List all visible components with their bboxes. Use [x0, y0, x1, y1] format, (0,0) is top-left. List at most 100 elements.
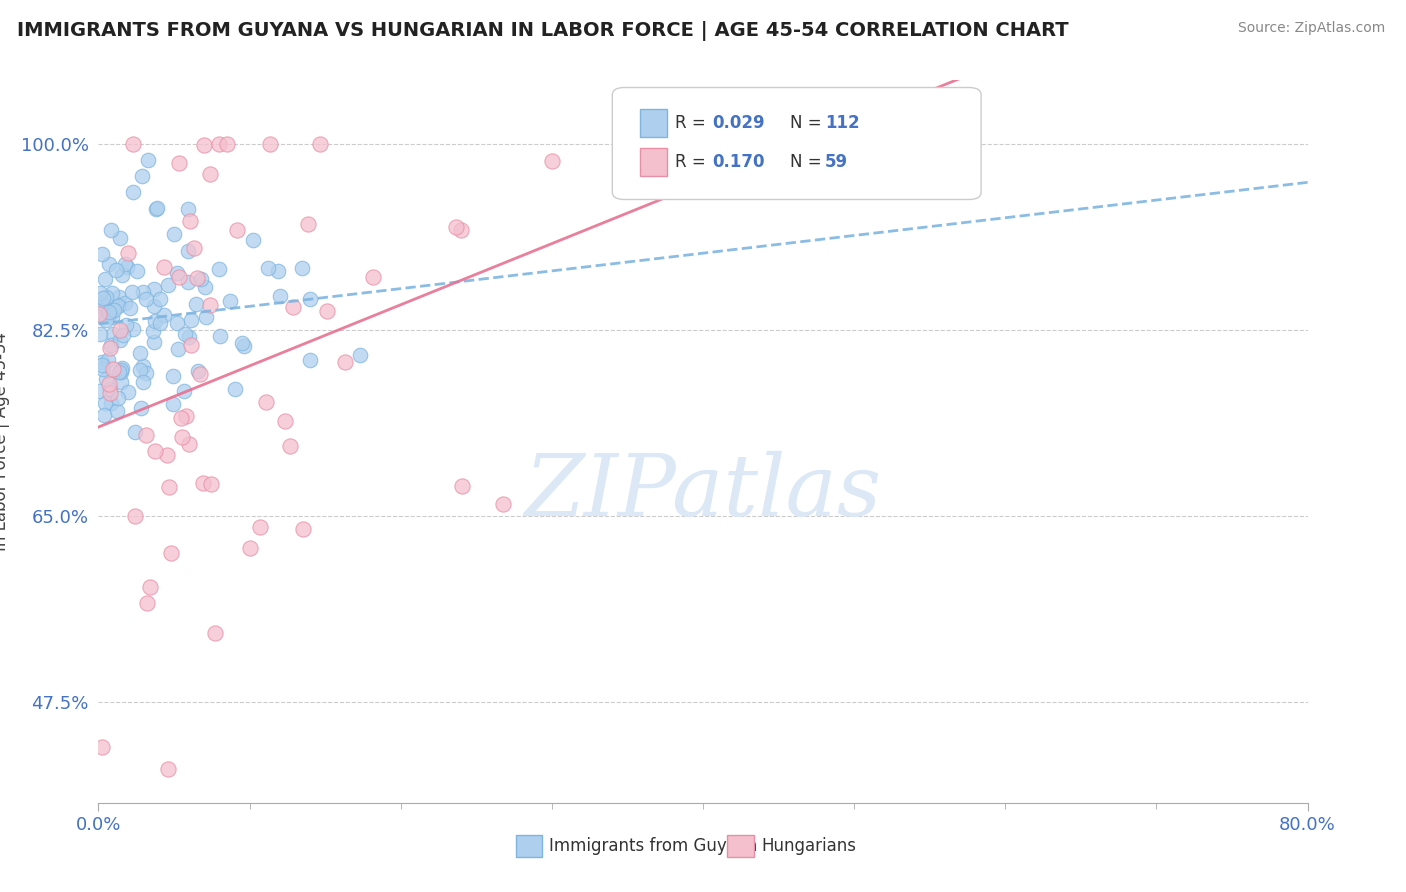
Point: [363, 270, 385, 285]
Point: [169, 270, 191, 285]
Point: [125, 264, 148, 278]
Point: [299, 292, 322, 306]
Point: [179, 214, 201, 228]
Bar: [727, 835, 754, 857]
Point: [200, 297, 222, 311]
Point: [200, 476, 222, 491]
Point: [333, 355, 356, 369]
Point: [128, 346, 150, 360]
Point: [107, 299, 129, 313]
Point: [190, 272, 212, 286]
Point: [110, 363, 132, 377]
Point: [110, 231, 132, 245]
Point: [163, 227, 186, 241]
Point: [153, 260, 176, 274]
Point: [97, 308, 120, 322]
Point: [186, 270, 208, 285]
Point: [108, 290, 131, 304]
Point: [249, 520, 271, 534]
Point: [91, 739, 114, 754]
Point: [259, 136, 281, 151]
Text: R =: R =: [675, 153, 711, 171]
Point: [166, 266, 188, 280]
Point: [121, 322, 143, 336]
Point: [298, 353, 321, 368]
Point: [232, 339, 254, 353]
Point: [183, 241, 205, 255]
Point: [219, 293, 242, 308]
Text: 59: 59: [825, 153, 848, 171]
Text: N =: N =: [790, 153, 827, 171]
Point: [91, 297, 114, 311]
Point: [173, 384, 195, 399]
Point: [174, 326, 197, 341]
Point: [191, 476, 214, 491]
Point: [94, 313, 117, 327]
Point: [177, 330, 200, 344]
Point: [127, 817, 149, 831]
Point: [349, 347, 371, 361]
Point: [180, 338, 202, 352]
Point: [105, 404, 128, 418]
Text: Hungarians: Hungarians: [761, 838, 856, 855]
Point: [297, 217, 319, 231]
Point: [90, 299, 112, 313]
Point: [664, 136, 686, 151]
Point: [492, 498, 515, 512]
Point: [156, 448, 179, 462]
Point: [149, 317, 172, 331]
Point: [107, 391, 129, 405]
Bar: [516, 835, 543, 857]
Point: [157, 480, 180, 494]
Point: [110, 365, 132, 379]
Point: [114, 295, 136, 310]
Point: [89, 296, 111, 310]
Point: [136, 153, 159, 168]
Point: [124, 508, 146, 523]
Point: [122, 136, 145, 151]
Point: [117, 385, 139, 400]
Point: [108, 365, 131, 379]
Point: [257, 261, 280, 276]
Point: [204, 626, 226, 640]
Point: [308, 136, 330, 151]
Point: [93, 396, 115, 410]
Point: [157, 762, 180, 776]
Point: [172, 430, 194, 444]
Point: [179, 436, 201, 450]
Point: [104, 263, 127, 277]
Point: [540, 154, 562, 169]
Point: [100, 223, 122, 237]
Point: [195, 310, 218, 325]
FancyBboxPatch shape: [613, 87, 981, 200]
Point: [177, 202, 200, 217]
Point: [91, 355, 114, 369]
Point: [187, 364, 209, 378]
Point: [145, 202, 167, 216]
Point: [208, 329, 231, 343]
Point: [108, 323, 131, 337]
Point: [186, 297, 208, 311]
Point: [450, 479, 472, 493]
Point: [97, 353, 120, 368]
Point: [111, 361, 134, 376]
Point: [93, 408, 115, 422]
Point: [167, 156, 190, 170]
Point: [132, 285, 155, 299]
Point: [91, 291, 114, 305]
Bar: [640, 109, 666, 136]
Point: [135, 366, 157, 380]
Point: [97, 257, 120, 271]
Bar: [640, 148, 666, 176]
Point: [114, 257, 136, 271]
Point: [200, 167, 222, 181]
Point: [291, 522, 314, 536]
Point: [111, 327, 134, 342]
Point: [111, 268, 134, 282]
Point: [124, 425, 146, 439]
Text: N =: N =: [790, 114, 827, 132]
Point: [120, 301, 142, 315]
Point: [149, 292, 172, 306]
Point: [174, 409, 197, 424]
Text: R =: R =: [675, 114, 711, 132]
